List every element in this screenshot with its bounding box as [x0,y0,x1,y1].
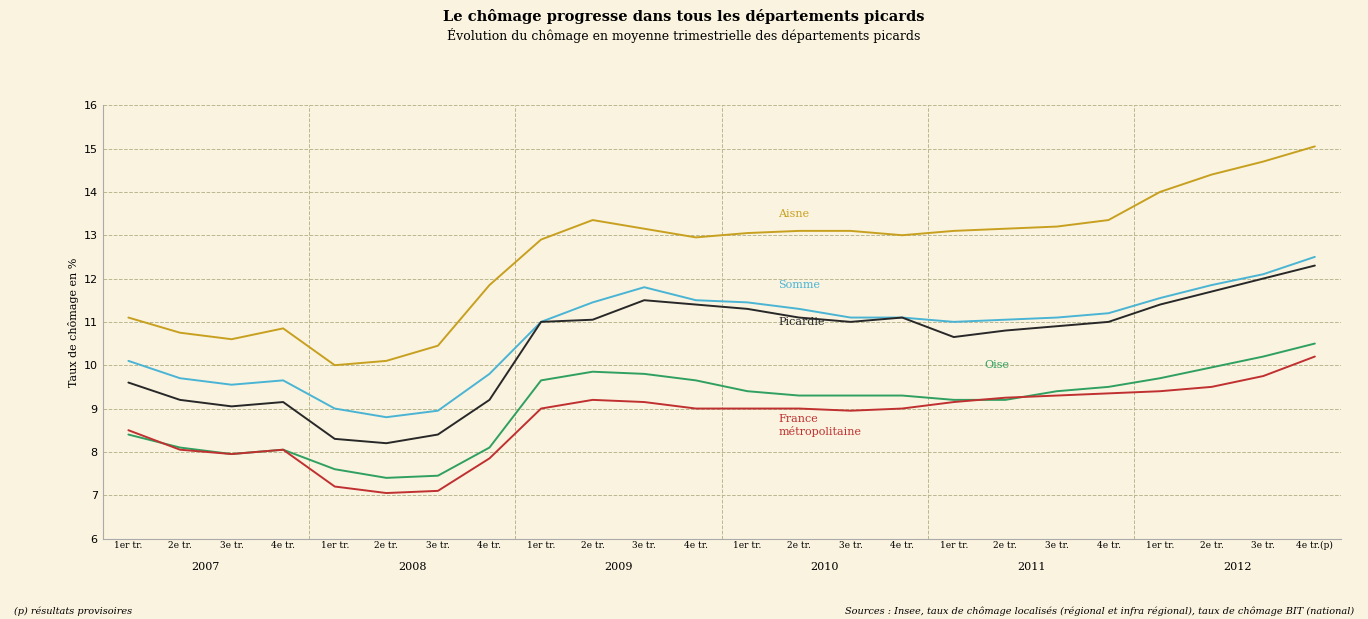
Text: Picardie: Picardie [778,317,825,327]
Text: France
métropolitaine: France métropolitaine [778,415,862,437]
Y-axis label: Taux de chômage en %: Taux de chômage en % [68,257,79,387]
Text: 2010: 2010 [810,563,839,573]
Text: 2007: 2007 [192,563,220,573]
Text: (p) résultats provisoires: (p) résultats provisoires [14,607,131,616]
Text: Somme: Somme [778,280,821,290]
Text: Le chômage progresse dans tous les départements picards: Le chômage progresse dans tous les dépar… [443,9,925,24]
Text: Évolution du chômage en moyenne trimestrielle des départements picards: Évolution du chômage en moyenne trimestr… [447,28,921,43]
Text: Sources : Insee, taux de chômage localisés (régional et infra régional), taux de: Sources : Insee, taux de chômage localis… [845,607,1354,616]
Text: 2012: 2012 [1223,563,1252,573]
Text: Oise: Oise [985,360,1010,370]
Text: 2008: 2008 [398,563,427,573]
Text: Aisne: Aisne [778,209,810,219]
Text: 2009: 2009 [605,563,632,573]
Text: 2011: 2011 [1016,563,1045,573]
